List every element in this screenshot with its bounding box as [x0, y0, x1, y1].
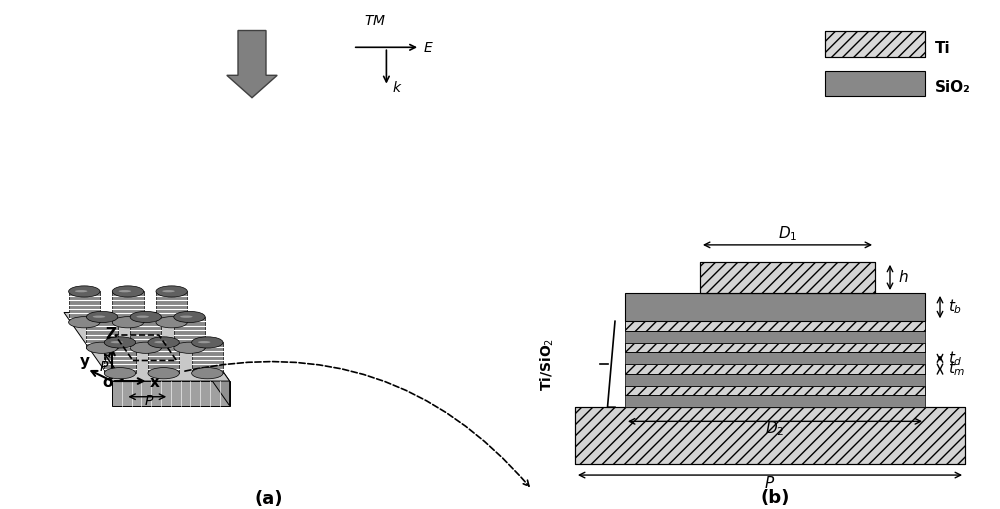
FancyBboxPatch shape: [625, 364, 925, 374]
Text: (b): (b): [760, 489, 790, 507]
Ellipse shape: [148, 337, 179, 348]
FancyBboxPatch shape: [625, 352, 925, 364]
Polygon shape: [64, 313, 230, 381]
Text: o: o: [102, 375, 112, 390]
FancyBboxPatch shape: [625, 386, 925, 395]
Ellipse shape: [192, 337, 223, 348]
FancyBboxPatch shape: [825, 31, 925, 56]
Text: $D_1$: $D_1$: [778, 224, 797, 243]
Text: $D_2$: $D_2$: [765, 420, 785, 438]
Text: x: x: [150, 375, 160, 390]
Ellipse shape: [174, 342, 205, 353]
Polygon shape: [148, 343, 179, 373]
Polygon shape: [69, 292, 100, 322]
Ellipse shape: [130, 312, 161, 323]
Text: $t_d$: $t_d$: [948, 349, 962, 367]
Text: $t_b$: $t_b$: [948, 298, 962, 317]
Text: $TM$: $TM$: [364, 14, 386, 28]
Text: Ti: Ti: [935, 41, 951, 55]
Polygon shape: [112, 292, 144, 322]
Polygon shape: [130, 317, 161, 348]
Ellipse shape: [119, 290, 131, 292]
FancyBboxPatch shape: [625, 395, 925, 407]
Text: SiO₂: SiO₂: [935, 80, 971, 95]
Text: $P$: $P$: [764, 474, 776, 491]
FancyBboxPatch shape: [625, 331, 925, 343]
Text: Ti/SiO$_2$: Ti/SiO$_2$: [539, 337, 556, 391]
Ellipse shape: [104, 337, 136, 348]
Text: $h$: $h$: [898, 269, 908, 286]
Text: Z: Z: [105, 327, 116, 342]
Ellipse shape: [75, 290, 87, 292]
Polygon shape: [112, 381, 230, 406]
Polygon shape: [192, 343, 223, 373]
FancyBboxPatch shape: [700, 262, 875, 293]
FancyBboxPatch shape: [575, 407, 965, 464]
Polygon shape: [104, 343, 136, 373]
Ellipse shape: [192, 367, 223, 379]
Text: $t_m$: $t_m$: [948, 360, 965, 378]
Ellipse shape: [86, 342, 118, 353]
Ellipse shape: [136, 316, 149, 318]
Ellipse shape: [148, 367, 179, 379]
Ellipse shape: [162, 290, 175, 292]
Ellipse shape: [180, 316, 193, 318]
Polygon shape: [174, 317, 205, 348]
FancyBboxPatch shape: [625, 343, 925, 352]
FancyBboxPatch shape: [625, 374, 925, 386]
Ellipse shape: [69, 286, 100, 297]
Ellipse shape: [104, 367, 136, 379]
Ellipse shape: [154, 341, 167, 343]
Ellipse shape: [86, 312, 118, 323]
Text: $P$: $P$: [99, 360, 109, 374]
Ellipse shape: [69, 317, 100, 328]
Text: (a): (a): [255, 490, 283, 507]
Text: $P$: $P$: [144, 393, 155, 408]
Text: y: y: [80, 354, 90, 369]
FancyBboxPatch shape: [825, 71, 925, 96]
Text: $k$: $k$: [392, 80, 402, 95]
Polygon shape: [86, 317, 118, 348]
Ellipse shape: [112, 317, 144, 328]
Ellipse shape: [112, 286, 144, 297]
FancyBboxPatch shape: [625, 321, 925, 331]
Ellipse shape: [198, 341, 210, 343]
Ellipse shape: [174, 312, 205, 323]
Ellipse shape: [111, 341, 123, 343]
Ellipse shape: [130, 342, 161, 353]
FancyArrow shape: [227, 31, 277, 98]
Ellipse shape: [156, 286, 187, 297]
Polygon shape: [156, 292, 187, 322]
Ellipse shape: [93, 316, 105, 318]
FancyBboxPatch shape: [625, 293, 925, 321]
Polygon shape: [182, 313, 230, 406]
Ellipse shape: [156, 317, 187, 328]
Text: $E$: $E$: [423, 41, 434, 55]
